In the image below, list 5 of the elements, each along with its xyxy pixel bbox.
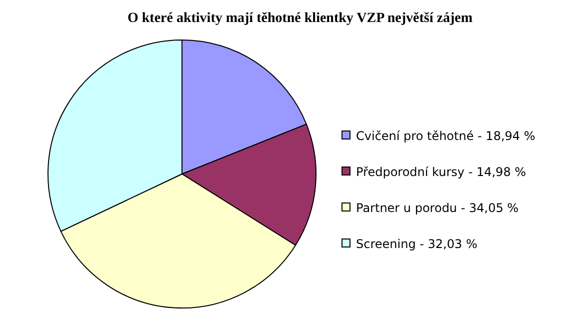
legend-label: Cvičení pro těhotné - 18,94 % (356, 129, 536, 143)
legend-label: Předporodní kursy - 14,98 % (356, 165, 526, 179)
legend-label: Partner u porodu - 34,05 % (356, 201, 519, 215)
legend-label: Screening - 32,03 % (356, 237, 478, 251)
chart-title: O které aktivity mají těhotné klientky VZP největší zájem (127, 11, 473, 26)
